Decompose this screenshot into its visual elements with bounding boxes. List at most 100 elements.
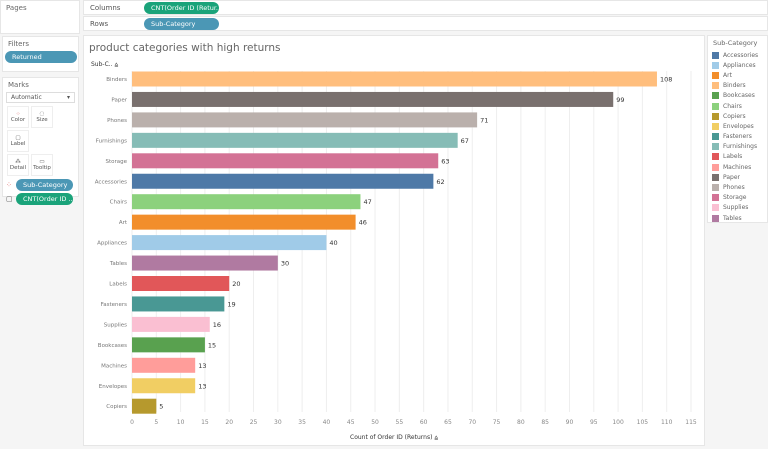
data-label: 46: [359, 219, 367, 227]
x-axis-title-text: Count of Order ID (Returns): [350, 434, 433, 441]
legend-label: Binders: [723, 82, 746, 90]
bar-appliances[interactable]: [132, 235, 327, 251]
bar-chairs[interactable]: [132, 194, 361, 210]
legend-item[interactable]: Copiers: [708, 111, 767, 121]
bar-tables[interactable]: [132, 255, 278, 271]
marks-pill-count[interactable]: CNT(Order ID ..: [16, 193, 73, 205]
legend-swatch: [712, 153, 719, 161]
data-label: 47: [363, 198, 371, 206]
legend-item[interactable]: Phones: [708, 182, 767, 192]
color-icon: ⁘: [15, 111, 21, 117]
detail-button[interactable]: ⁂ Detail: [7, 154, 29, 176]
mark-type-dropdown[interactable]: Automatic ▾: [6, 92, 75, 103]
legend-swatch: [712, 71, 719, 79]
y-tick-label: Chairs: [110, 200, 127, 206]
y-tick-label: Binders: [106, 77, 127, 83]
tooltip-button[interactable]: ▭ Tooltip: [31, 154, 53, 176]
bar-labels[interactable]: [132, 276, 230, 291]
bar-bookcases[interactable]: [132, 337, 205, 353]
pages-title: Pages: [6, 4, 27, 12]
x-tick-label: 10: [177, 419, 185, 426]
legend-item[interactable]: Chairs: [708, 101, 767, 111]
columns-shelf[interactable]: Columns CNT(Order ID (Retur..: [83, 0, 768, 15]
tooltip-label: Tooltip: [33, 165, 51, 171]
bar-storage[interactable]: [132, 153, 439, 169]
legend-item[interactable]: Tables: [708, 213, 767, 223]
y-tick-label: Envelopes: [99, 384, 127, 390]
rows-shelf[interactable]: Rows Sub-Category: [83, 16, 768, 31]
rows-pill[interactable]: Sub-Category: [144, 17, 219, 30]
pages-shelf: Pages: [0, 0, 80, 34]
bar-paper[interactable]: [132, 91, 614, 107]
filter-pill-returned[interactable]: Returned: [5, 51, 77, 63]
legend-item[interactable]: Bookcases: [708, 91, 767, 101]
bar-art[interactable]: [132, 214, 356, 230]
legend-swatch: [712, 112, 719, 120]
legend-item[interactable]: Labels: [708, 152, 767, 162]
x-tick-label: 85: [541, 419, 549, 426]
size-icon: ◌: [39, 111, 45, 117]
bar-supplies[interactable]: [132, 316, 210, 332]
row-header-label: Sub-C..: [91, 61, 113, 68]
legend-label: Supplies: [723, 204, 749, 212]
marks-pill-subcategory[interactable]: Sub-Category: [16, 179, 73, 191]
label-label: Label: [10, 141, 26, 147]
bar-envelopes[interactable]: [132, 378, 196, 394]
bar-furnishings[interactable]: [132, 132, 458, 148]
bar-copiers[interactable]: [132, 398, 157, 414]
sort-icon[interactable]: ⩠: [434, 434, 438, 441]
legend-item[interactable]: Art: [708, 70, 767, 80]
x-tick-label: 65: [444, 419, 452, 426]
size-button[interactable]: ◌ Size: [31, 106, 53, 128]
bar-chart: 0 5 10 15 20 25 30 35 40 45 50 55 60 65 70 75 80 85 90 95 10…: [95, 71, 697, 426]
detail-label: Detail: [9, 165, 27, 171]
legend-label: Furnishings: [723, 143, 758, 151]
legend-swatch: [712, 102, 719, 110]
legend-swatch: [712, 51, 719, 59]
legend-item[interactable]: Storage: [708, 193, 767, 203]
legend-label: Copiers: [723, 112, 746, 120]
bar-accessories[interactable]: [132, 173, 434, 189]
legend-item[interactable]: Paper: [708, 172, 767, 182]
legend-title: Sub-Category: [713, 39, 758, 47]
y-tick-label: Appliances: [97, 241, 127, 247]
y-tick-label: Supplies: [104, 322, 127, 328]
x-tick-label: 100: [612, 419, 624, 426]
data-label: 16: [213, 321, 221, 329]
data-label: 71: [480, 116, 488, 124]
legend-label: Tables: [723, 214, 742, 222]
y-tick-label: Furnishings: [96, 138, 127, 144]
sort-icon[interactable]: ⩠: [114, 61, 119, 68]
columns-pill[interactable]: CNT(Order ID (Retur..: [144, 1, 219, 14]
data-label: 19: [227, 300, 235, 308]
bar-binders[interactable]: [132, 71, 657, 87]
color-icon: ⁘: [6, 181, 12, 189]
legend-item[interactable]: Envelopes: [708, 121, 767, 131]
legend-label: Accessories: [723, 51, 759, 59]
x-tick-label: 115: [685, 419, 697, 426]
legend-item[interactable]: Machines: [708, 162, 767, 172]
bar-phones[interactable]: [132, 112, 478, 128]
x-tick-label: 55: [396, 419, 404, 426]
data-label: 20: [232, 280, 240, 288]
legend-item[interactable]: Fasteners: [708, 132, 767, 142]
bar-fasteners[interactable]: [132, 296, 225, 312]
legend-item[interactable]: Supplies: [708, 203, 767, 213]
label-button[interactable]: ▢ Label: [7, 130, 29, 152]
legend-item[interactable]: Appliances: [708, 60, 767, 70]
legend-item[interactable]: Binders: [708, 81, 767, 91]
y-tick-label: Copiers: [106, 404, 127, 410]
x-tick-label: 30: [274, 419, 282, 426]
y-tick-label: Phones: [107, 118, 127, 124]
legend-item[interactable]: Furnishings: [708, 142, 767, 152]
legend-swatch: [712, 133, 719, 141]
legend-item[interactable]: Accessories: [708, 50, 767, 60]
columns-label: Columns: [90, 3, 121, 12]
y-tick-label: Storage: [105, 159, 127, 165]
row-header[interactable]: Sub-C.. ⩠: [91, 61, 118, 69]
x-tick-label: 80: [517, 419, 525, 426]
color-button[interactable]: ⁘ Color: [7, 106, 29, 128]
bar-machines[interactable]: [132, 357, 196, 373]
x-axis-title: Count of Order ID (Returns) ⩠: [84, 434, 704, 442]
x-tick-label: 45: [347, 419, 355, 426]
